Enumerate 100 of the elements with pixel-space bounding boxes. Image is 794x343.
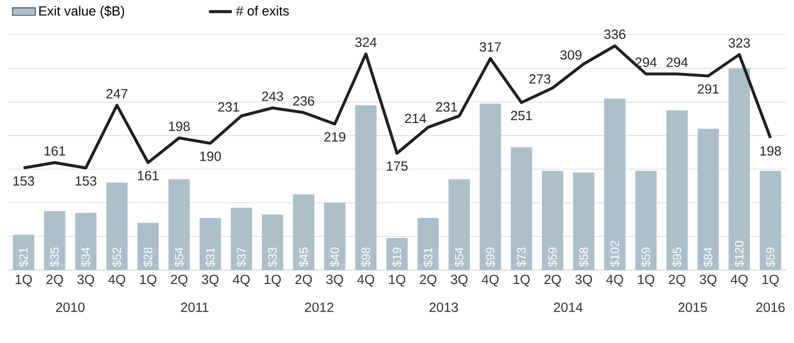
x-tick-label: 1Q (389, 274, 406, 287)
x-tick-label: 2Q (544, 274, 561, 287)
data-label: $19 (392, 248, 402, 267)
data-label: $84 (703, 247, 714, 267)
x-tick-label: 2Q (668, 274, 686, 287)
x-tick-label: 4Q (108, 274, 126, 287)
bar (480, 104, 502, 270)
legend-label: # of exits (236, 6, 289, 16)
data-label: 294 (636, 58, 657, 67)
data-label: $98 (361, 248, 371, 267)
x-tick-label: 4Q (357, 274, 374, 287)
bar (168, 179, 190, 270)
text: 2016 (756, 302, 785, 312)
bar (542, 170, 564, 270)
x-tick-label: 4Q (606, 274, 624, 287)
x-tick-label: 1Q (16, 274, 32, 287)
x-tick-label: 3Q (202, 274, 219, 287)
data-label: 198 (169, 122, 190, 132)
bar (448, 179, 470, 270)
data-label: $59 (548, 248, 558, 267)
data-label: 247 (106, 89, 128, 98)
x-tick-label: 3Q (575, 274, 592, 287)
x-tick-label: 2Q (46, 274, 63, 287)
bar (230, 208, 252, 270)
text: 2013 (430, 302, 458, 312)
data-label: 153 (76, 176, 96, 186)
text: 2014 (554, 302, 583, 312)
x-tick-label: 4Q (482, 274, 499, 287)
bar (262, 214, 284, 270)
bar (635, 170, 657, 270)
text: 2010 (56, 302, 85, 312)
x-tick-label: 3Q (450, 274, 468, 287)
data-label: $33 (268, 248, 278, 267)
data-label: 219 (324, 132, 346, 142)
data-label: 190 (200, 152, 221, 161)
x-tick-label: 1Q (514, 274, 530, 287)
bar (12, 234, 34, 270)
x-tick-label: 2Q (170, 274, 188, 287)
data-label: $34 (80, 247, 91, 267)
data-label: $102 (610, 240, 620, 267)
data-label: 309 (560, 50, 582, 60)
bar (510, 147, 532, 270)
x-tick-label: 1Q (638, 274, 654, 287)
data-label: $37 (236, 248, 246, 267)
bar (44, 211, 66, 270)
bar (386, 238, 408, 270)
x-tick-label: 3Q (700, 274, 716, 287)
data-label: 236 (293, 96, 314, 106)
data-label: $35 (50, 248, 60, 267)
bar (604, 98, 626, 270)
text: 2015 (678, 302, 707, 312)
data-label: 324 (355, 38, 377, 47)
data-label: $28 (143, 248, 153, 267)
x-tick-label: 2Q (295, 274, 312, 287)
data-label: $120 (734, 240, 744, 267)
data-label: $95 (672, 248, 682, 267)
data-label: 336 (604, 30, 626, 39)
data-label: 243 (262, 92, 284, 101)
bar (106, 182, 128, 270)
x-tick-label: 4Q (730, 274, 748, 287)
bar (666, 110, 688, 270)
data-label: $21 (18, 248, 28, 267)
data-label: $52 (112, 248, 122, 267)
data-label: $31 (205, 248, 216, 267)
data-label: 231 (436, 102, 457, 112)
x-tick-label: 2Q (420, 274, 436, 287)
data-label: 291 (698, 84, 719, 94)
bar (75, 212, 96, 270)
data-label: $54 (454, 247, 464, 267)
bar (573, 172, 594, 270)
x-tick-label: 3Q (326, 274, 344, 287)
bar (292, 194, 314, 270)
x-tick-label: 1Q (140, 274, 156, 287)
data-label: 294 (666, 58, 688, 67)
bar (200, 218, 221, 270)
text: 2011 (181, 302, 208, 312)
data-label: 198 (760, 146, 781, 156)
data-label: $45 (298, 248, 309, 267)
data-label: 161 (44, 146, 66, 156)
text: 2012 (305, 302, 334, 312)
data-label: $99 (485, 248, 496, 267)
data-label: $54 (174, 247, 184, 267)
x-tick-label: 4Q (232, 274, 250, 287)
data-label: 317 (480, 42, 501, 52)
data-label: $59 (641, 248, 651, 267)
data-label: $58 (578, 248, 589, 267)
bar (355, 105, 377, 270)
bar (137, 222, 159, 270)
data-label: 175 (386, 162, 408, 171)
bar (324, 202, 346, 270)
legend-label: Exit value ($B) (39, 6, 124, 18)
data-label: 153 (13, 176, 34, 186)
data-label: 214 (404, 114, 426, 124)
x-tick-label: 1Q (762, 274, 779, 287)
data-label: $59 (766, 248, 776, 267)
data-label: 273 (529, 74, 550, 84)
data-label: $31 (423, 248, 433, 267)
data-label: 231 (218, 102, 240, 112)
data-label: 161 (138, 170, 159, 180)
bar (760, 170, 782, 270)
